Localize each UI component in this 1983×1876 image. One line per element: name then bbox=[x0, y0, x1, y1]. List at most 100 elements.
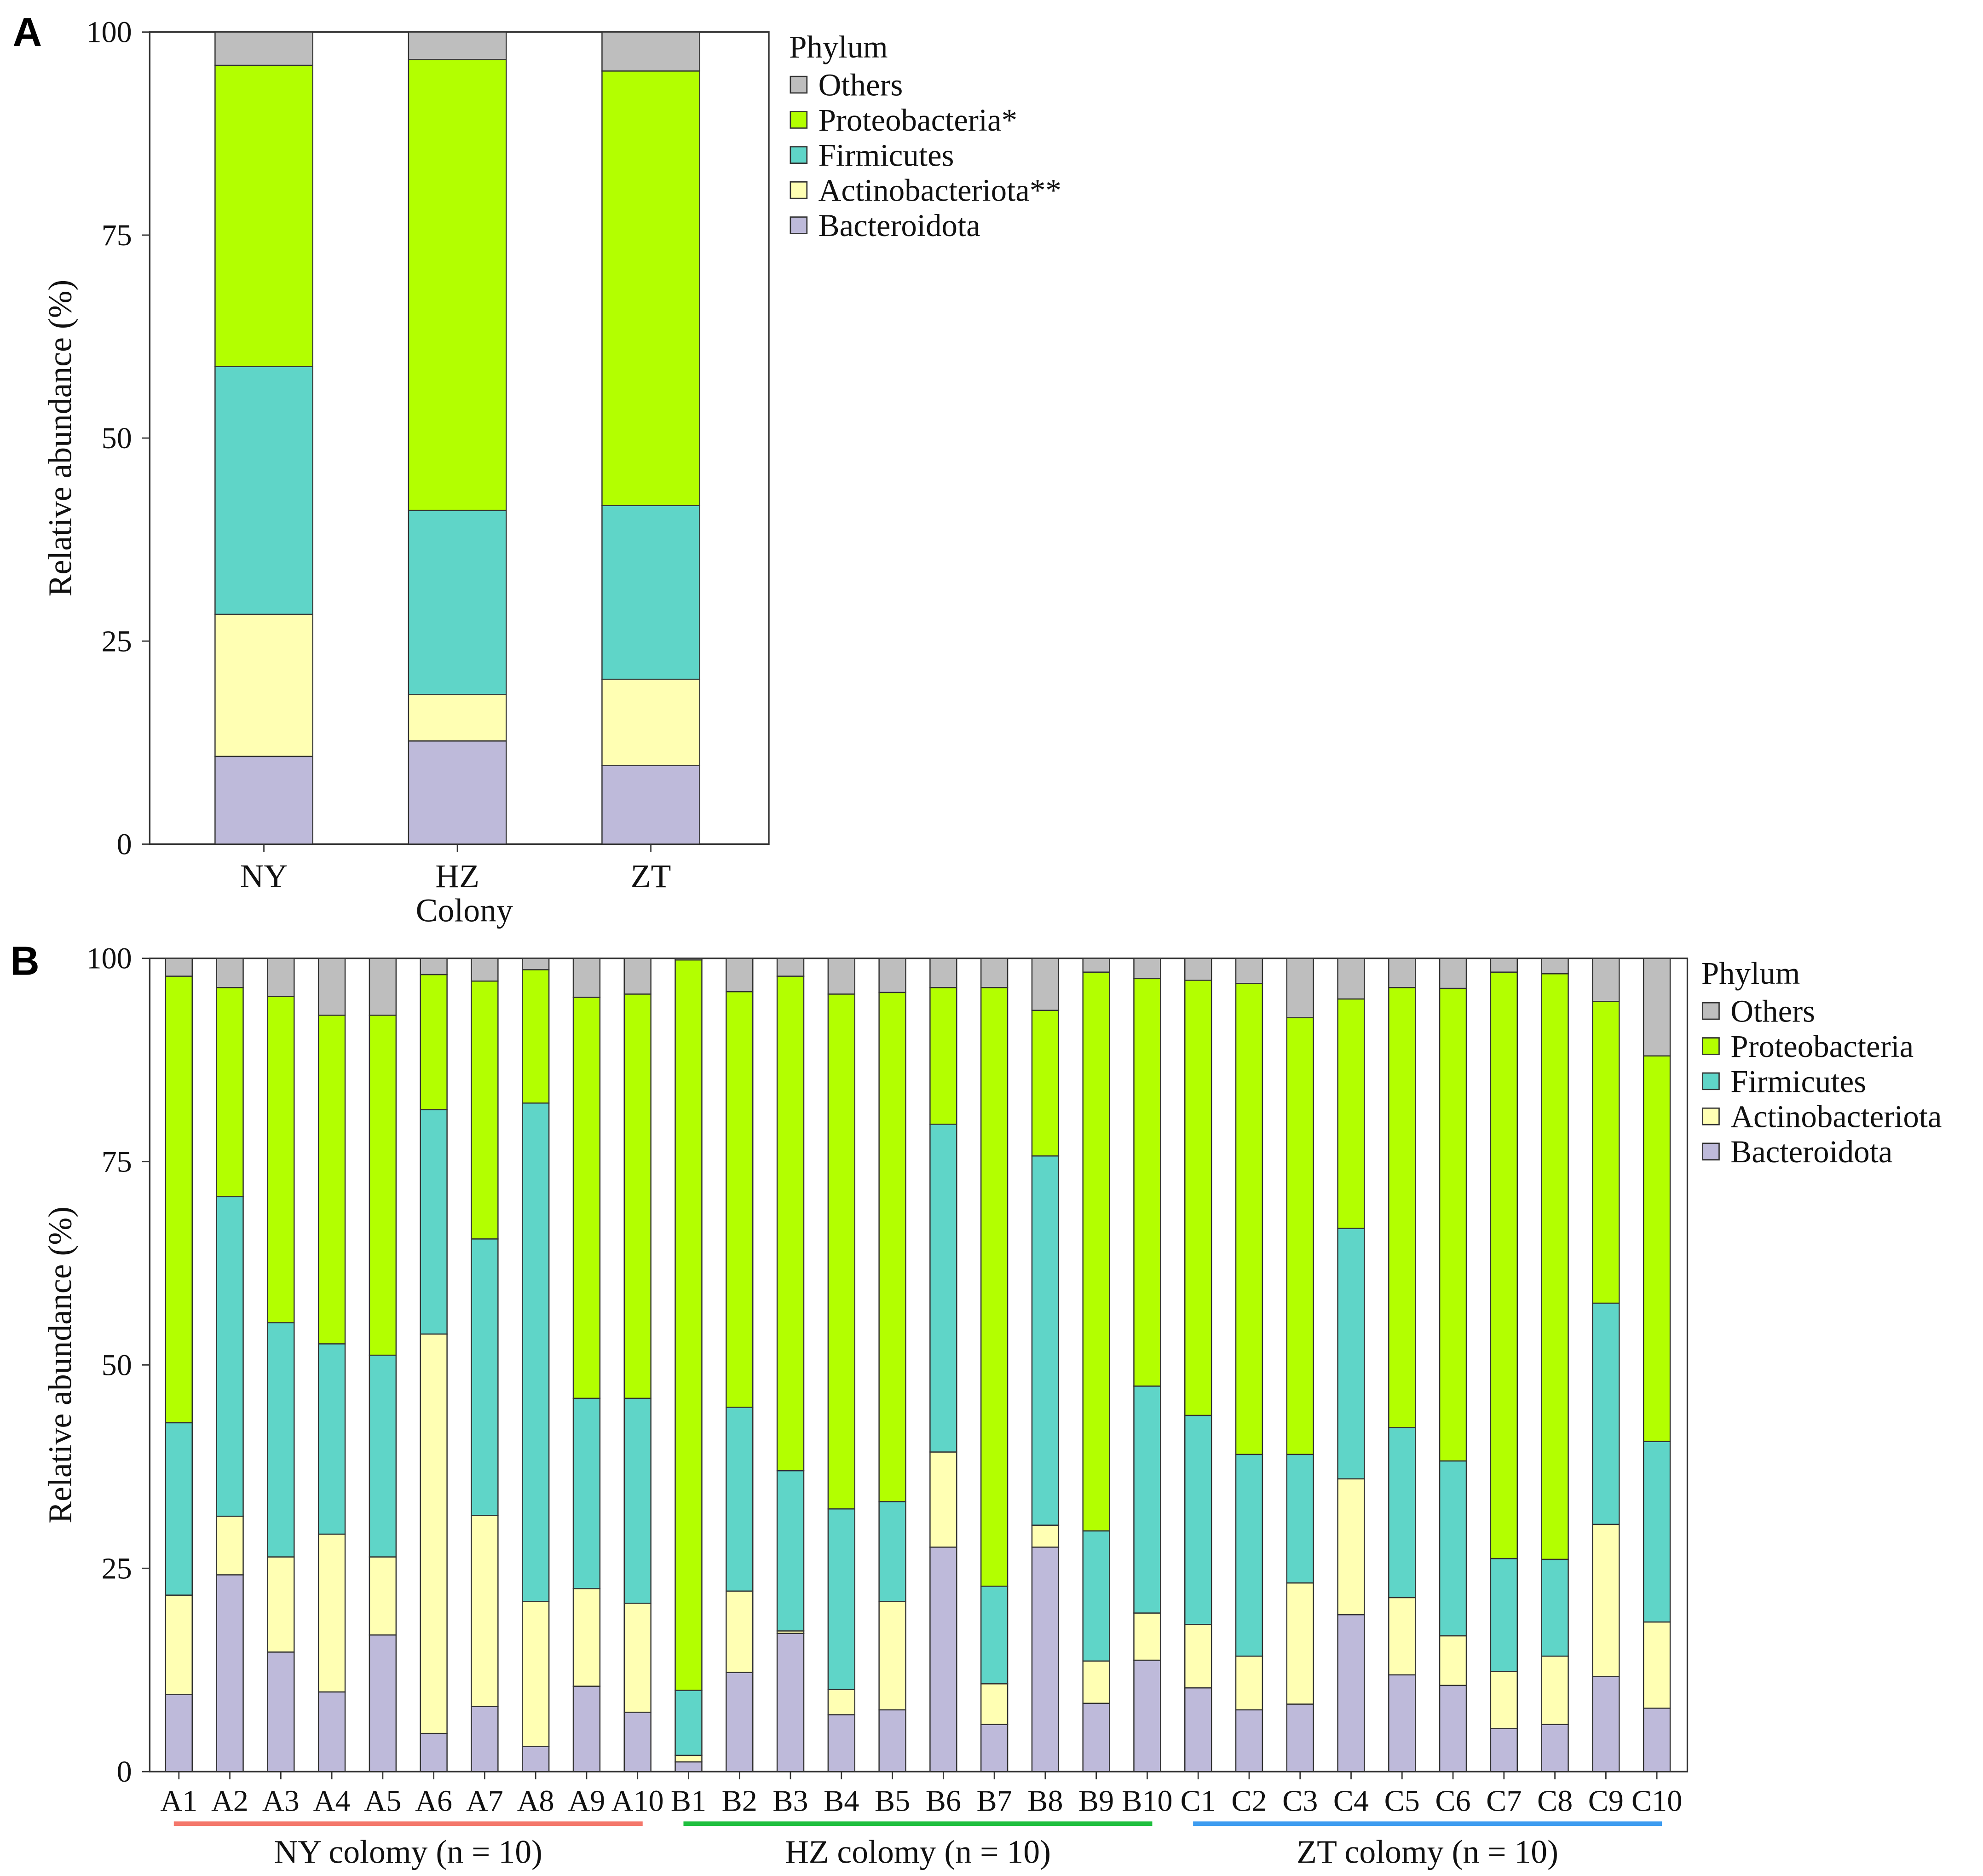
bar-segment-actinobacteriota-a3 bbox=[267, 1556, 295, 1653]
legend-swatch-firmicutes bbox=[790, 146, 808, 164]
x-tick-label: C9 bbox=[1588, 1784, 1624, 1818]
bar-segment-proteobacteria-a5 bbox=[369, 1015, 397, 1356]
bar-segment-proteobacteria-b9 bbox=[1082, 971, 1110, 1532]
x-tick-label: A3 bbox=[262, 1784, 300, 1818]
bar-segment-actinobacteriota-c2 bbox=[1235, 1655, 1263, 1711]
x-tick-label: A1 bbox=[160, 1784, 197, 1818]
bar-segment-firmicutes-c10 bbox=[1643, 1441, 1671, 1623]
bar-segment-others-a10 bbox=[623, 958, 651, 995]
legend-swatch-firmicutes bbox=[1702, 1072, 1720, 1091]
x-tick-label: B7 bbox=[977, 1784, 1012, 1818]
x-tick-label: B9 bbox=[1078, 1784, 1114, 1818]
bar-segment-firmicutes-b6 bbox=[929, 1123, 957, 1453]
chart-b: 0 25 50 75 100 Relative abundance (%) A1 A2 A3 A4… bbox=[41, 942, 1942, 1870]
bar-segment-bacteroidota-c8 bbox=[1541, 1724, 1569, 1772]
bar-segment-actinobacteriota-b10 bbox=[1133, 1612, 1161, 1661]
bar-segment-proteobacteria-b4 bbox=[827, 993, 856, 1510]
bar-segment-firmicutes-b7 bbox=[980, 1585, 1009, 1685]
legend-swatch-proteobacteria bbox=[1702, 1037, 1720, 1055]
bar-segment-others-c4 bbox=[1337, 958, 1365, 1000]
x-tick-label: B5 bbox=[875, 1784, 910, 1818]
legend-swatch-proteobacteria bbox=[790, 111, 808, 129]
y-tick-label: 25 bbox=[102, 624, 132, 658]
x-tick-label: A8 bbox=[517, 1784, 554, 1818]
bar-segment-others-c5 bbox=[1388, 958, 1416, 988]
bar-segment-actinobacteriota-a6 bbox=[420, 1333, 448, 1734]
bar-segment-firmicutes-b9 bbox=[1082, 1530, 1110, 1662]
bar-segment-proteobacteria-b5 bbox=[878, 992, 906, 1502]
legend-item: Others bbox=[819, 68, 903, 103]
bar-segment-firmicutes-b3 bbox=[776, 1470, 805, 1632]
bar-segment-proteobacteria-zt bbox=[601, 70, 701, 506]
bar-segment-others-b8 bbox=[1031, 958, 1060, 1011]
bar-segment-bacteroidota-c1 bbox=[1184, 1687, 1212, 1772]
bar-segment-others-c7 bbox=[1490, 958, 1518, 973]
bar-segment-proteobacteria-c9 bbox=[1592, 1001, 1620, 1304]
bar-segment-actinobacteriota-c4 bbox=[1337, 1478, 1365, 1616]
panel-label-a: A bbox=[13, 9, 42, 55]
bar-segment-firmicutes-a6 bbox=[420, 1109, 448, 1335]
bar-segment-others-a9 bbox=[572, 958, 601, 998]
bar-segment-proteobacteria-c10 bbox=[1643, 1055, 1671, 1442]
y-tick-label: 100 bbox=[86, 942, 132, 976]
y-tick-label: 75 bbox=[102, 1145, 132, 1179]
bar-segment-bacteroidota-a6 bbox=[420, 1732, 448, 1772]
bar-segment-others-hz bbox=[408, 31, 507, 60]
bar-segment-bacteroidota-c9 bbox=[1592, 1676, 1620, 1772]
bar-segment-bacteroidota-a8 bbox=[522, 1746, 550, 1772]
bar-segment-others-c6 bbox=[1439, 958, 1467, 989]
bar-segment-actinobacteriota-a1 bbox=[165, 1594, 193, 1695]
bar-segment-others-c3 bbox=[1286, 958, 1314, 1018]
bar-segment-bacteroidota-b9 bbox=[1082, 1703, 1110, 1772]
legend-item: Others bbox=[1730, 993, 1815, 1028]
bar-segment-actinobacteriota-c1 bbox=[1184, 1624, 1212, 1689]
bar-segment-bacteroidota-a3 bbox=[267, 1651, 295, 1772]
bar-segment-others-a5 bbox=[369, 958, 397, 1016]
bar-segment-bacteroidota-b7 bbox=[980, 1724, 1009, 1772]
x-tick-label: B3 bbox=[772, 1784, 808, 1818]
x-tick-label: A6 bbox=[415, 1784, 452, 1818]
bar-segment-firmicutes-c3 bbox=[1286, 1454, 1314, 1584]
bar-segment-bacteroidota-c4 bbox=[1337, 1614, 1365, 1772]
bar-segment-bacteroidota-hz bbox=[408, 740, 507, 845]
bar-segment-bacteroidota-zt bbox=[601, 765, 701, 845]
bar-segment-others-c8 bbox=[1541, 958, 1569, 975]
bar-segment-proteobacteria-b6 bbox=[929, 987, 957, 1125]
bar-segment-actinobacteriota-b6 bbox=[929, 1451, 957, 1548]
legend-title: Phylum bbox=[1701, 956, 1800, 991]
x-tick-label: B1 bbox=[671, 1784, 706, 1818]
x-tick-label: A5 bbox=[364, 1784, 401, 1818]
bar-segment-firmicutes-c7 bbox=[1490, 1558, 1518, 1673]
x-tick-label: C10 bbox=[1631, 1784, 1682, 1818]
x-tick-label: A2 bbox=[211, 1784, 248, 1818]
x-tick-label: B8 bbox=[1027, 1784, 1063, 1818]
bar-segment-proteobacteria-b10 bbox=[1133, 978, 1161, 1387]
y-tick-label: 100 bbox=[86, 16, 132, 49]
bar-segment-proteobacteria-a2 bbox=[216, 987, 244, 1197]
bar-segment-actinobacteriota-b7 bbox=[980, 1683, 1009, 1725]
x-tick-label: C4 bbox=[1333, 1784, 1369, 1818]
bar-segment-bacteroidota-b5 bbox=[878, 1709, 906, 1772]
bar-segment-others-b2 bbox=[726, 958, 754, 993]
bar-segment-bacteroidota-c10 bbox=[1643, 1708, 1671, 1772]
bar-segment-bacteroidota-b3 bbox=[776, 1633, 805, 1772]
bar-segment-others-b7 bbox=[980, 958, 1009, 988]
bar-segment-firmicutes-b10 bbox=[1133, 1385, 1161, 1614]
legend-swatch-actinobacteriota bbox=[790, 181, 808, 199]
bar-segment-bacteroidota-c2 bbox=[1235, 1709, 1263, 1772]
bar-segment-proteobacteria-c7 bbox=[1490, 971, 1518, 1559]
legend-swatch-others bbox=[790, 75, 808, 94]
x-tick-label: C5 bbox=[1384, 1784, 1420, 1818]
bar-segment-proteobacteria-b8 bbox=[1031, 1010, 1060, 1157]
legend-item: Firmicutes bbox=[819, 138, 954, 173]
bar-segment-actinobacteriota-c8 bbox=[1541, 1655, 1569, 1725]
bar-segment-others-c10 bbox=[1643, 958, 1671, 1056]
bar-segment-firmicutes-b1 bbox=[674, 1690, 703, 1756]
bar-segment-others-ny bbox=[214, 31, 313, 66]
x-tick-label: C6 bbox=[1435, 1784, 1470, 1818]
bar-segment-actinobacteriota-b2 bbox=[726, 1590, 754, 1673]
bar-segment-proteobacteria-ny bbox=[214, 64, 313, 367]
bar-segment-actinobacteriota-c7 bbox=[1490, 1671, 1518, 1729]
x-tick-label: C1 bbox=[1181, 1784, 1216, 1818]
bar-segment-actinobacteriota-c5 bbox=[1388, 1597, 1416, 1676]
